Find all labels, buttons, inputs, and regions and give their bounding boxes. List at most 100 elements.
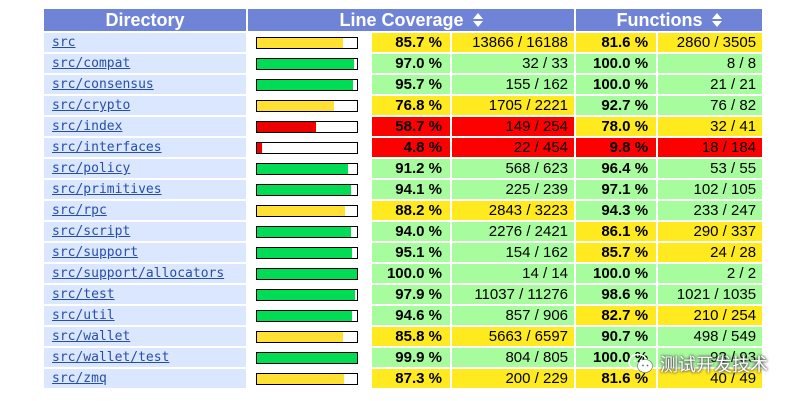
line-coverage-count: 5663 / 6597 <box>452 327 575 346</box>
line-coverage-count: 11037 / 11276 <box>452 285 575 304</box>
functions-count: 2860 / 3505 <box>658 33 763 52</box>
functions-header-label: Functions <box>616 9 703 30</box>
functions-count: 76 / 82 <box>658 96 763 115</box>
coverage-bar <box>256 162 358 175</box>
directory-header-label: Directory <box>105 9 185 30</box>
functions-percent: 100.0 % <box>576 348 657 367</box>
sort-icon[interactable] <box>472 12 483 27</box>
directory-cell: src/support <box>44 243 246 262</box>
table-row: src/wallet/test 99.9 % 804 / 805 100.0 % 93 … <box>44 348 763 367</box>
directory-cell: src/interfaces <box>44 138 246 157</box>
directory-cell: src/index <box>44 117 246 136</box>
line-coverage-count: 857 / 906 <box>452 306 575 325</box>
coverage-bar-fill <box>257 268 357 279</box>
functions-count: 210 / 254 <box>658 306 763 325</box>
coverage-bar <box>256 204 358 217</box>
coverage-bar-fill <box>257 373 345 384</box>
line-coverage-percent: 85.8 % <box>372 327 450 346</box>
coverage-bar-fill <box>257 247 353 258</box>
coverage-bar-cell <box>248 75 370 94</box>
directory-link[interactable]: src/index <box>52 119 123 134</box>
line-coverage-percent: 100.0 % <box>372 264 450 283</box>
coverage-bar-cell <box>248 369 370 388</box>
coverage-bar-cell <box>248 54 370 73</box>
directory-link[interactable]: src/primitives <box>52 182 162 197</box>
line-coverage-percent: 91.2 % <box>372 159 450 178</box>
directory-link[interactable]: src/zmq <box>52 371 107 386</box>
line-coverage-count: 149 / 254 <box>452 117 575 136</box>
table-row: src 85.7 % 13866 / 16188 81.6 % 2860 / 3505 <box>44 33 763 52</box>
line-coverage-percent: 85.7 % <box>372 33 450 52</box>
directory-cell: src/policy <box>44 159 246 178</box>
directory-link[interactable]: src/support <box>52 245 139 260</box>
table-row: src/test 97.9 % 11037 / 11276 98.6 % 1021 / … <box>44 285 763 304</box>
directory-link[interactable]: src/consensus <box>52 77 154 92</box>
functions-count: 24 / 28 <box>658 243 763 262</box>
coverage-bar-fill <box>257 310 352 321</box>
directory-link[interactable]: src <box>52 35 76 50</box>
functions-header[interactable]: Functions <box>576 9 763 31</box>
directory-link[interactable]: src/wallet <box>52 329 131 344</box>
line-coverage-percent: 94.1 % <box>372 180 450 199</box>
coverage-bar-fill <box>257 331 343 342</box>
directory-cell: src/wallet <box>44 327 246 346</box>
table-row: src/compat 97.0 % 32 / 33 100.0 % 8 / 8 <box>44 54 763 73</box>
functions-count: 102 / 105 <box>658 180 763 199</box>
coverage-table: Directory Line Coverage Functions <box>42 7 764 390</box>
coverage-bar <box>256 36 358 49</box>
functions-percent: 90.7 % <box>576 327 657 346</box>
directory-link[interactable]: src/script <box>52 224 131 239</box>
table-row: src/consensus 95.7 % 155 / 162 100.0 % 21 / … <box>44 75 763 94</box>
line-coverage-header[interactable]: Line Coverage <box>248 9 575 31</box>
coverage-bar <box>256 120 358 133</box>
line-coverage-percent: 94.0 % <box>372 222 450 241</box>
coverage-bar-fill <box>257 100 334 111</box>
line-coverage-percent: 88.2 % <box>372 201 450 220</box>
directory-link[interactable]: src/compat <box>52 56 131 71</box>
table-row: src/support 95.1 % 154 / 162 85.7 % 24 / 28 <box>44 243 763 262</box>
functions-count: 40 / 49 <box>658 369 763 388</box>
coverage-bar-fill <box>257 184 352 195</box>
directory-link[interactable]: src/util <box>52 308 115 323</box>
coverage-bar <box>256 267 358 280</box>
directory-cell: src/zmq <box>44 369 246 388</box>
functions-count: 1021 / 1035 <box>658 285 763 304</box>
coverage-bar-cell <box>248 33 370 52</box>
sort-icon[interactable] <box>711 12 722 27</box>
line-coverage-percent: 95.7 % <box>372 75 450 94</box>
functions-percent: 92.7 % <box>576 96 657 115</box>
line-coverage-count: 568 / 623 <box>452 159 575 178</box>
coverage-bar-fill <box>257 205 346 216</box>
directory-cell: src/test <box>44 285 246 304</box>
functions-percent: 81.6 % <box>576 33 657 52</box>
line-coverage-percent: 76.8 % <box>372 96 450 115</box>
functions-count: 21 / 21 <box>658 75 763 94</box>
line-coverage-count: 154 / 162 <box>452 243 575 262</box>
functions-percent: 9.8 % <box>576 138 657 157</box>
functions-percent: 94.3 % <box>576 201 657 220</box>
line-coverage-count: 804 / 805 <box>452 348 575 367</box>
functions-count: 8 / 8 <box>658 54 763 73</box>
directory-link[interactable]: src/wallet/test <box>52 350 170 365</box>
line-coverage-count: 1705 / 2221 <box>452 96 575 115</box>
directory-link[interactable]: src/rpc <box>52 203 107 218</box>
functions-percent: 85.7 % <box>576 243 657 262</box>
directory-cell: src/crypto <box>44 96 246 115</box>
coverage-bar-cell <box>248 180 370 199</box>
table-row: src/rpc 88.2 % 2843 / 3223 94.3 % 233 / 247 <box>44 201 763 220</box>
directory-link[interactable]: src/policy <box>52 161 131 176</box>
directory-link[interactable]: src/test <box>52 287 115 302</box>
line-coverage-percent: 4.8 % <box>372 138 450 157</box>
coverage-bar-fill <box>257 352 357 363</box>
coverage-bar <box>256 78 358 91</box>
coverage-bar <box>256 225 358 238</box>
line-coverage-percent: 99.9 % <box>372 348 450 367</box>
directory-link[interactable]: src/crypto <box>52 98 131 113</box>
line-coverage-header-label: Line Coverage <box>339 9 464 30</box>
directory-link[interactable]: src/support/allocators <box>52 266 225 281</box>
coverage-bar-fill <box>257 37 343 48</box>
table-row: src/support/allocators 100.0 % 14 / 14 100.… <box>44 264 763 283</box>
line-coverage-percent: 58.7 % <box>372 117 450 136</box>
directory-link[interactable]: src/interfaces <box>52 140 162 155</box>
coverage-bar <box>256 372 358 385</box>
